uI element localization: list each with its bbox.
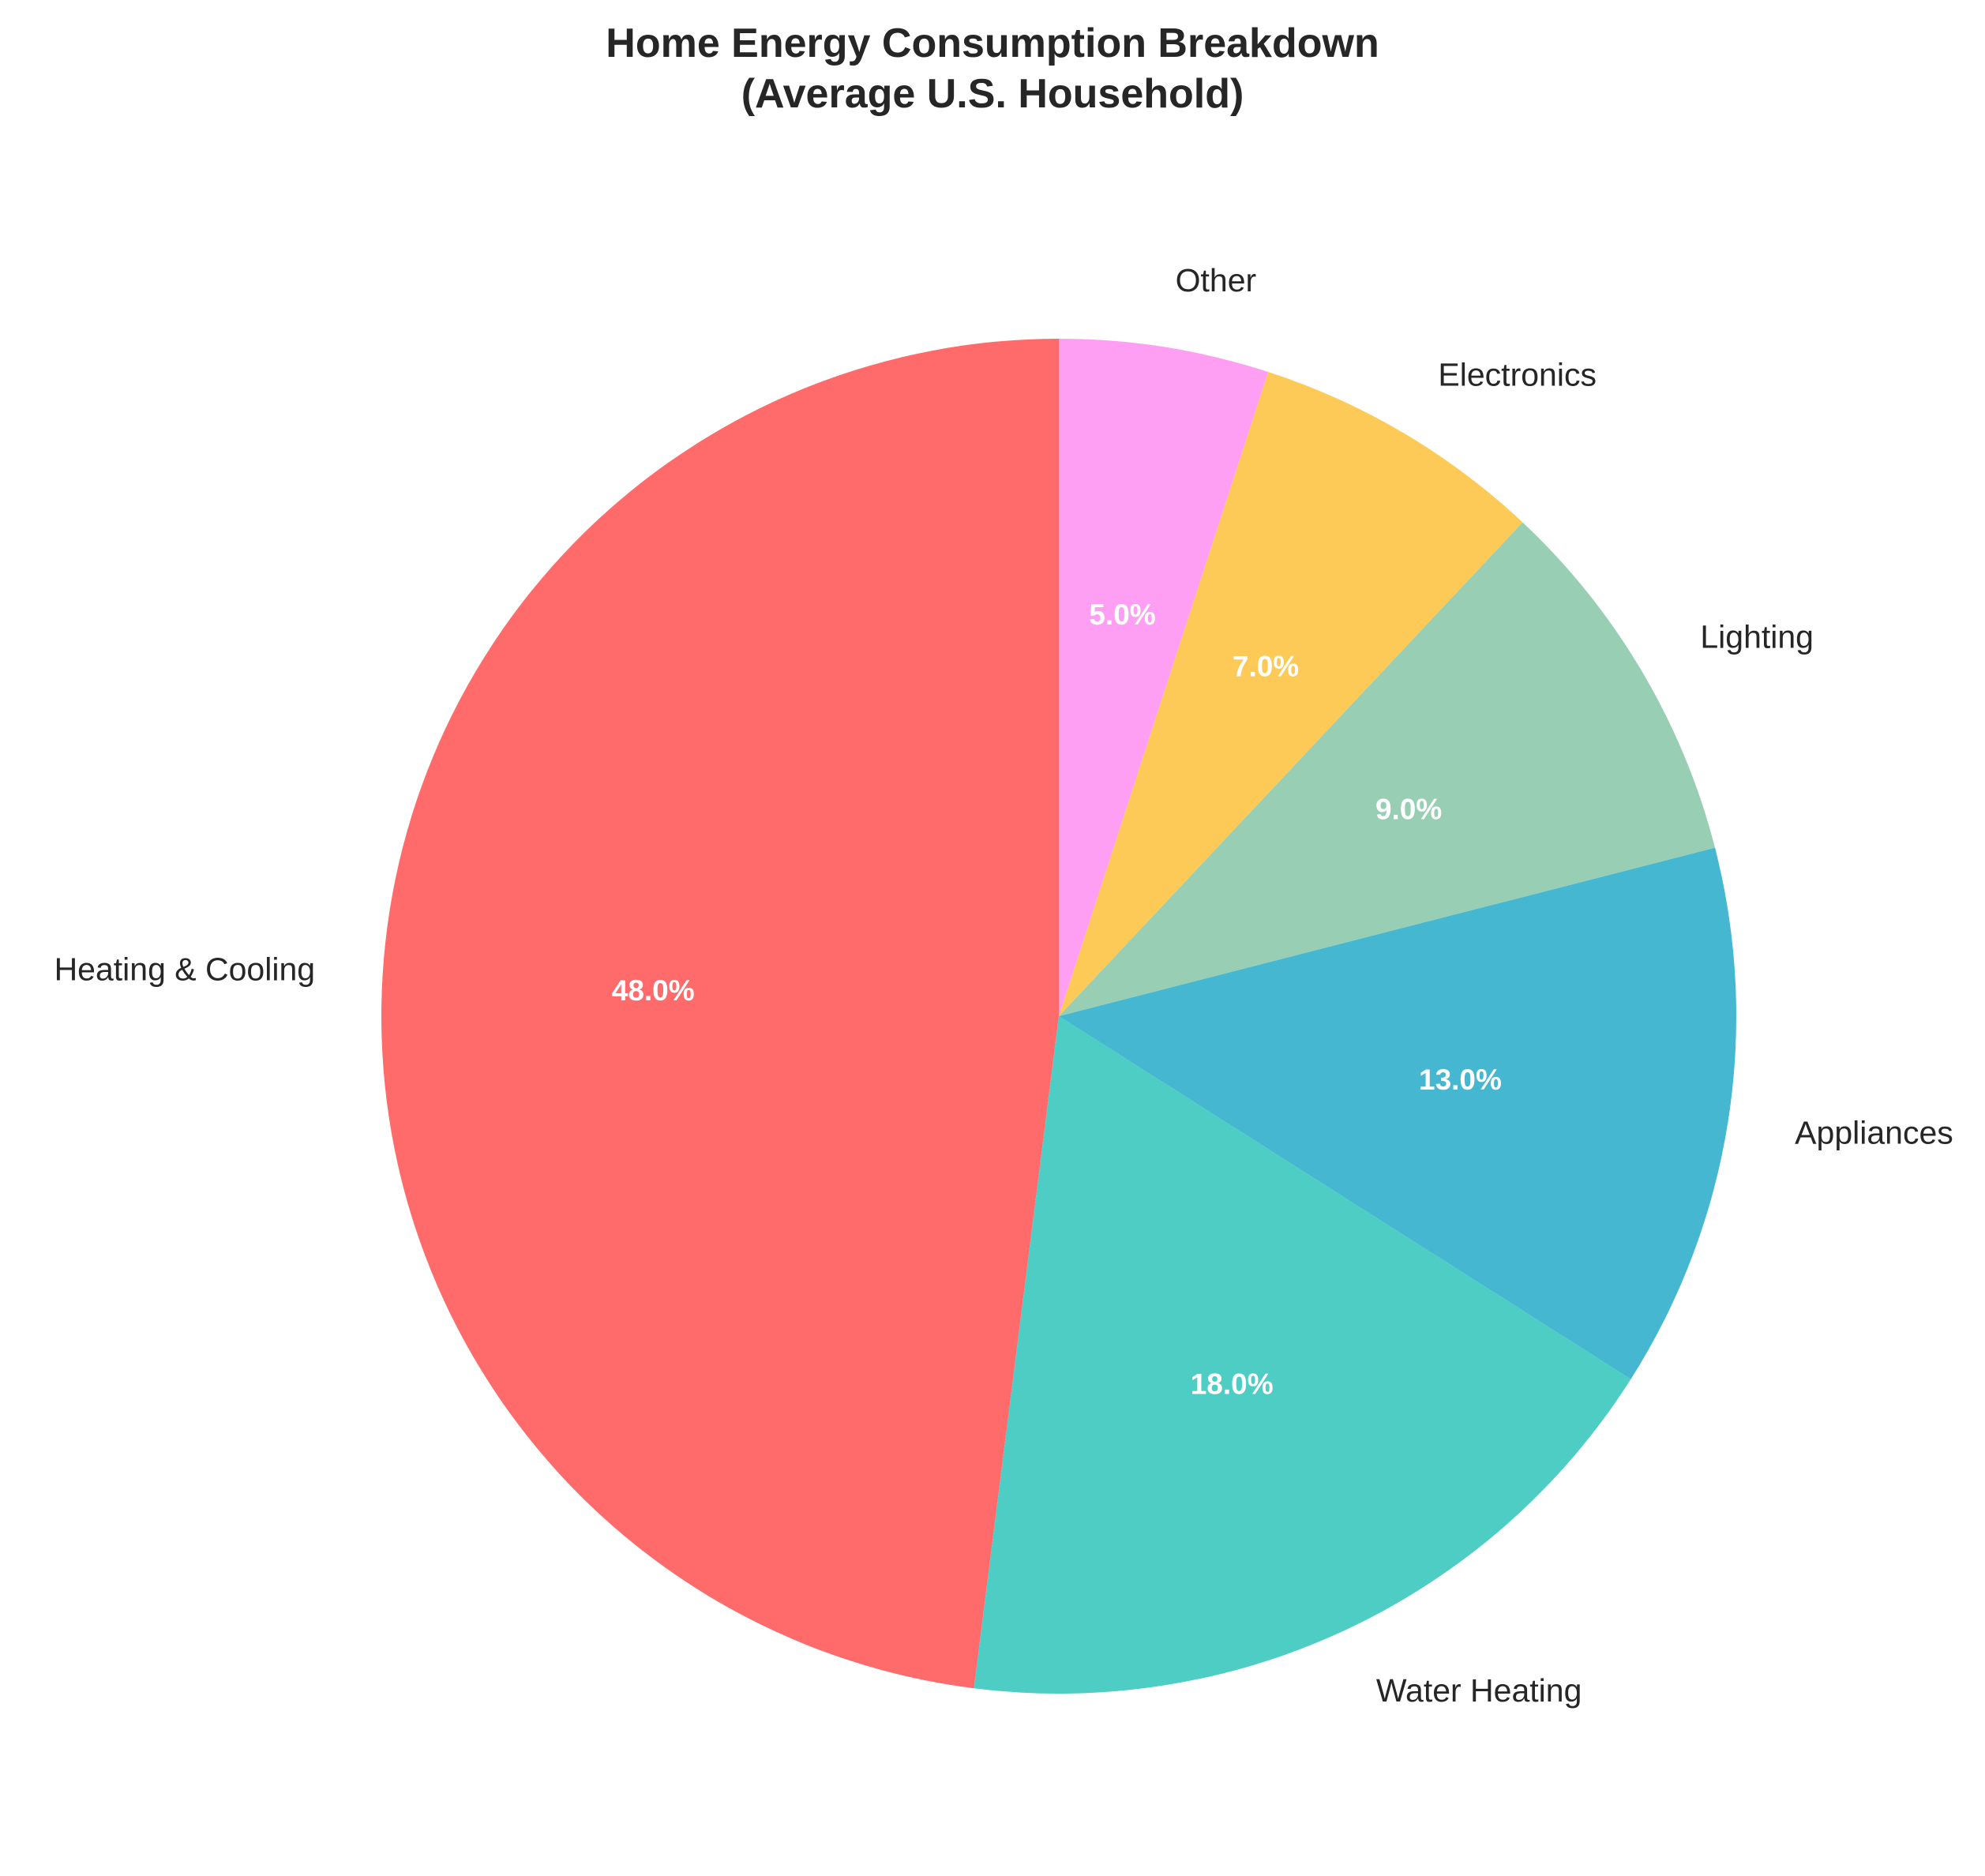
- percent-label-water-heating: 18.0%: [1191, 1368, 1274, 1400]
- pie-slice-heating-and-cooling: [381, 339, 1059, 1689]
- pie-slice-appliances: [1059, 847, 1736, 1379]
- category-label-electronics: Electronics: [1438, 357, 1597, 393]
- percent-label-lighting: 9.0%: [1375, 793, 1442, 825]
- pie-slices: [381, 339, 1736, 1694]
- chart-title-line-1: Home Energy Consumption Breakdown: [606, 21, 1379, 66]
- percent-labels: 48.0% 18.0% 13.0% 9.0% 7.0% 5.0%: [612, 598, 1502, 1400]
- chart-title-line-2: (Average U.S. Household): [741, 71, 1244, 117]
- pie-slice-lighting: [1059, 522, 1716, 1016]
- category-label-appliances: Appliances: [1795, 1115, 1953, 1151]
- pie-slice-electronics: [1059, 371, 1523, 1016]
- percent-label-electronics: 7.0%: [1233, 650, 1299, 682]
- category-label-heating-and-cooling: Heating & Cooling: [54, 951, 315, 988]
- category-labels: Heating & Cooling Water Heating Appliances…: [54, 262, 1953, 1709]
- percent-label-other: 5.0%: [1089, 598, 1155, 631]
- pie-slice-water-heating: [974, 1016, 1631, 1694]
- category-label-lighting: Lighting: [1700, 619, 1814, 655]
- category-label-other: Other: [1176, 262, 1257, 298]
- pie-slice-other: [1059, 339, 1269, 1016]
- percent-label-heating-and-cooling: 48.0%: [612, 974, 695, 1007]
- category-label-water-heating: Water Heating: [1376, 1672, 1582, 1709]
- percent-label-appliances: 13.0%: [1419, 1064, 1502, 1096]
